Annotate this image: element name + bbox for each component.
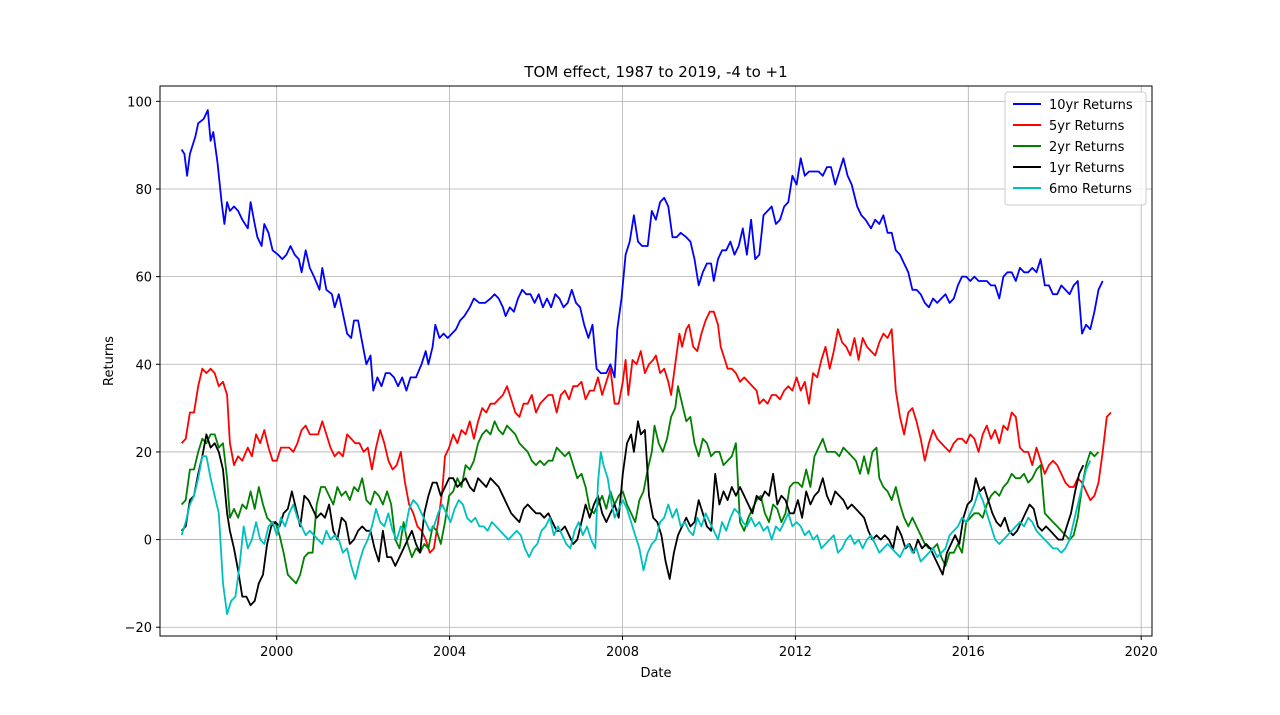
x-tick-label: 2020 [1125, 645, 1158, 660]
series-line-5yr-returns [180, 310, 1112, 554]
x-tick-label: 2016 [952, 645, 985, 660]
legend-label: 6mo Returns [1049, 182, 1132, 197]
y-tick-label: 100 [127, 95, 152, 110]
y-tick-label: −20 [125, 621, 152, 636]
legend-box [1004, 91, 1147, 206]
legend-label: 1yr Returns [1049, 161, 1125, 176]
axis-ticks: 2000 2004 2008 2012 2016 2020 −20 0 20 40 60 80 100 [125, 95, 1158, 660]
x-axis-label: Date [640, 666, 671, 681]
grid-lines [160, 86, 1152, 636]
y-tick-label: 20 [135, 446, 152, 461]
y-tick-label: 80 [135, 183, 152, 198]
y-tick-label: 0 [144, 534, 152, 549]
series-lines [180, 109, 1112, 615]
series-line-1yr-returns [180, 420, 1085, 607]
plot-frame [159, 85, 1153, 637]
series-line-6mo-returns [180, 451, 1092, 615]
y-tick-label: 60 [135, 271, 152, 286]
y-tick-label: 40 [135, 358, 152, 373]
chart-title: TOM effect, 1987 to 2019, -4 to +1 [523, 63, 787, 81]
legend-label: 5yr Returns [1049, 119, 1125, 134]
series-line-10yr-returns [180, 109, 1104, 392]
legend-label: 10yr Returns [1049, 98, 1133, 113]
legend: 10yr Returns 5yr Returns 2yr Returns 1yr Re… [1004, 91, 1147, 206]
x-tick-label: 2008 [606, 645, 639, 660]
x-tick-label: 2004 [433, 645, 466, 660]
x-tick-label: 2000 [260, 645, 293, 660]
y-axis-label: Returns [102, 336, 117, 386]
legend-label: 2yr Returns [1049, 140, 1125, 155]
x-tick-label: 2012 [779, 645, 812, 660]
